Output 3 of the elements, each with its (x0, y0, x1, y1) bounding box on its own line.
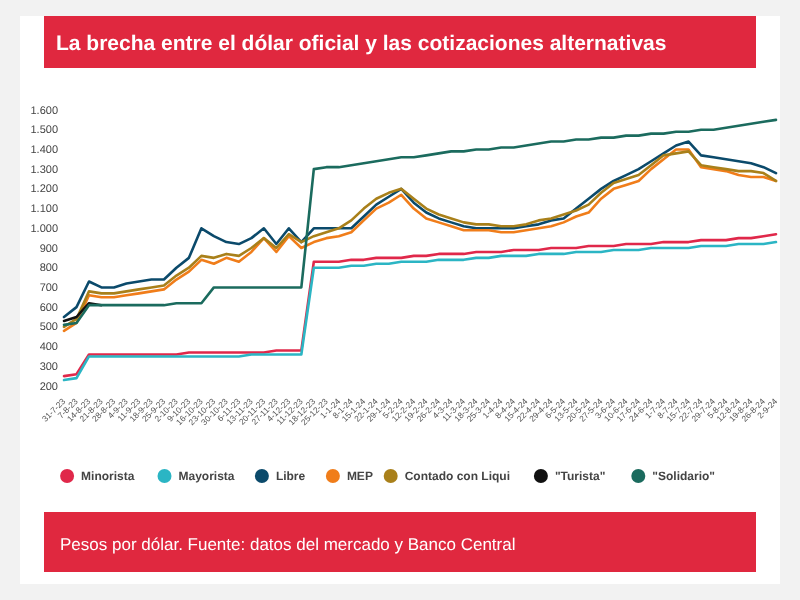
chart-title: La brecha entre el dólar oficial y las cotizaciones alternativas (56, 32, 667, 56)
text: Pesos por dólar. Fuente: datos del mercado y Banco Central (60, 534, 516, 554)
line-series (62, 301, 103, 323)
